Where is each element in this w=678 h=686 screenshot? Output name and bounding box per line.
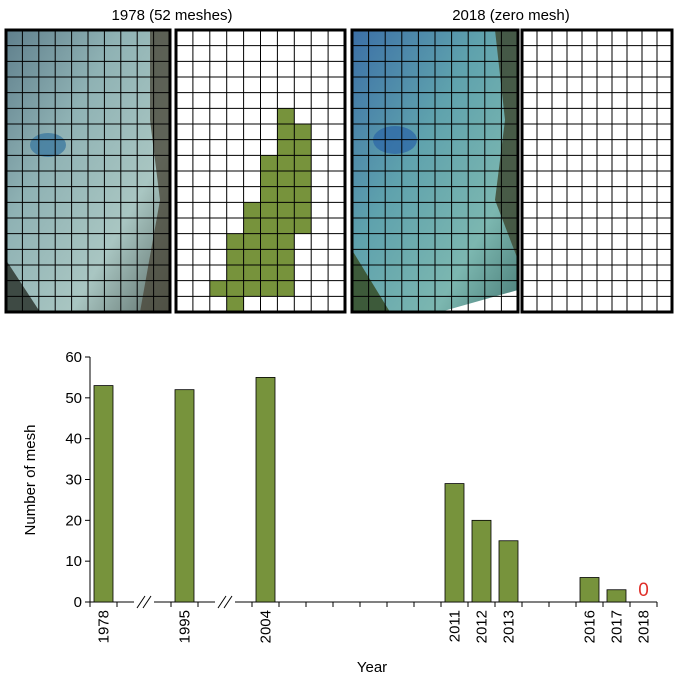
mesh-cell [227, 281, 244, 297]
mesh-cell [277, 108, 294, 124]
x-tick-label: 1978 [96, 610, 113, 643]
y-tick-label: 60 [65, 349, 82, 366]
mesh-cell [244, 249, 261, 265]
mesh-cell [244, 202, 261, 218]
mesh-cell [294, 155, 311, 171]
mesh-cell [277, 202, 294, 218]
mesh-cell [244, 234, 261, 250]
mesh-cell [261, 187, 278, 203]
mesh-cell [227, 249, 244, 265]
mesh-cell [277, 265, 294, 281]
mesh-cell [277, 187, 294, 203]
bar [175, 390, 194, 602]
mesh-cell [261, 265, 278, 281]
y-tick-label: 40 [65, 431, 82, 448]
mesh-cell [244, 281, 261, 297]
mesh-cell [261, 234, 278, 250]
panel-title: 2018 (zero mesh) [452, 7, 570, 24]
mesh-cell [294, 187, 311, 203]
mesh-cell [210, 281, 227, 297]
mesh-cell [277, 234, 294, 250]
x-tick-label: 2017 [609, 610, 626, 643]
mesh-cell [277, 218, 294, 234]
mesh-cell [244, 265, 261, 281]
mesh-cell [261, 218, 278, 234]
y-tick-label: 20 [65, 512, 82, 529]
x-tick-label: 2004 [258, 610, 275, 643]
bar [445, 484, 464, 602]
x-tick-label: 2013 [501, 610, 518, 643]
y-axis-label: Number of mesh [22, 425, 39, 536]
mesh-cell [294, 218, 311, 234]
x-tick-label: 2011 [447, 610, 464, 642]
x-tick-label: 1995 [177, 610, 194, 643]
mesh-cell [277, 249, 294, 265]
mesh-cell [261, 281, 278, 297]
bar-chart: Number of mesh Year 0 10 20 30 40 50 60 1978 199… [22, 349, 657, 676]
mesh-cell [294, 124, 311, 140]
x-axis-label: Year [357, 659, 387, 676]
y-tick-label: 10 [65, 553, 82, 570]
y-tick-label: 0 [74, 594, 82, 611]
bar [580, 578, 599, 603]
x-tick-label: 2016 [582, 610, 599, 643]
figure: 1978 (52 meshes) 2018 (zero mesh) Number… [0, 0, 678, 681]
x-tick-label: 2012 [474, 610, 491, 643]
mesh-cell [277, 281, 294, 297]
mesh-cell [277, 140, 294, 156]
mesh-cell [227, 234, 244, 250]
mesh-cell [294, 202, 311, 218]
mesh-cell [294, 171, 311, 187]
bar [256, 377, 275, 602]
mesh-cell [277, 124, 294, 140]
bar [607, 590, 626, 602]
bar [499, 541, 518, 602]
mesh-cell [261, 171, 278, 187]
value-label: 0 [638, 580, 649, 601]
panel-title: 1978 (52 meshes) [112, 7, 233, 24]
mesh-cell [261, 249, 278, 265]
x-tick-label: 2018 [636, 610, 653, 643]
mesh-cell [227, 296, 244, 312]
bar [472, 520, 491, 602]
mesh-cell [277, 171, 294, 187]
mesh-cell [294, 140, 311, 156]
mesh-cell [244, 218, 261, 234]
bar [94, 386, 113, 602]
mesh-cell [261, 155, 278, 171]
mesh-cell [227, 265, 244, 281]
y-tick-label: 50 [65, 390, 82, 407]
y-tick-label: 30 [65, 472, 82, 489]
mesh-cell [261, 202, 278, 218]
mesh-cell [277, 155, 294, 171]
